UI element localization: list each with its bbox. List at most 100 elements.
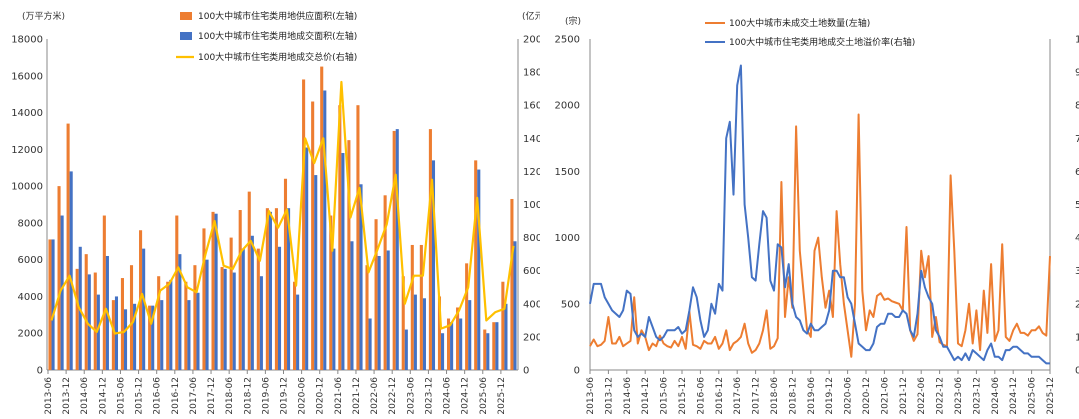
x-tick-label: 2013-12	[62, 377, 72, 415]
x-tick-label: 2018-06	[770, 377, 780, 415]
x-tick-label: 2013-12	[604, 377, 614, 415]
x-tick-label: 2017-06	[189, 377, 199, 415]
line-unsold-land-count	[589, 113, 1051, 358]
legend-label: 100大中城市住宅类用地供应面积(左轴)	[198, 10, 357, 22]
x-tick-label: 2014-06	[623, 377, 633, 415]
bar-supply-area	[356, 105, 360, 370]
y-tick-right: 60	[1075, 167, 1079, 178]
bar-transaction-area	[377, 255, 381, 370]
y-tick-right: 100	[1075, 35, 1079, 46]
bar-supply-area	[129, 265, 134, 370]
bar-supply-area	[175, 215, 179, 370]
bar-transaction-area	[314, 175, 318, 370]
bar-transaction-area	[341, 153, 345, 370]
bar-supply-area	[293, 281, 297, 370]
y-tick-left: 500	[561, 299, 580, 310]
bar-supply-area	[247, 191, 251, 370]
x-tick-label: 2013-06	[44, 377, 54, 415]
y-tick-right: 10	[1075, 332, 1079, 343]
x-tick-label: 2022-12	[936, 377, 946, 415]
bar-transaction-area	[142, 248, 146, 370]
x-tick-label: 2014-12	[98, 377, 108, 415]
bar-transaction-area	[404, 329, 408, 370]
bar-transaction-area	[386, 250, 390, 370]
bar-transaction-area	[450, 322, 454, 370]
legend-label: 100大中城市住宅类用地成交面积(左轴)	[198, 30, 357, 42]
x-tick-label: 2021-12	[352, 377, 362, 415]
y-tick-left: 0	[37, 366, 43, 377]
x-tick-label: 2019-12	[825, 377, 835, 415]
x-tick-label: 2024-12	[1009, 377, 1019, 415]
x-tick-label: 2020-12	[316, 377, 326, 415]
x-tick-label: 2017-12	[207, 377, 217, 415]
y-tick-right: 70	[1075, 134, 1079, 145]
bar-supply-area	[120, 278, 124, 370]
x-tick-label: 2025-06	[1028, 377, 1038, 415]
bar-transaction-area	[468, 300, 472, 370]
bar-supply-area	[57, 186, 61, 370]
y-tick-right: 8000	[523, 233, 540, 244]
bar-transaction-area	[151, 305, 155, 370]
bar-transaction-area	[323, 90, 327, 370]
bar-supply-area	[465, 263, 469, 370]
y-tick-left: 4000	[18, 292, 43, 303]
bar-transaction-area	[422, 298, 426, 370]
bar-supply-area	[456, 307, 460, 370]
bar-transaction-area	[395, 129, 399, 370]
y-tick-right: 0	[1075, 366, 1079, 377]
bar-transaction-area	[205, 259, 209, 370]
x-tick-label: 2021-06	[334, 377, 344, 415]
bar-transaction-area	[368, 318, 372, 370]
y-tick-right: 90	[1075, 68, 1079, 79]
x-tick-label: 2019-06	[261, 377, 271, 415]
y-unit-right: (亿元)	[522, 10, 540, 22]
bar-transaction-area	[232, 272, 236, 370]
y-unit-left: (宗)	[565, 15, 581, 27]
x-tick-label: 2013-06	[586, 377, 596, 415]
y-tick-left: 18000	[11, 35, 43, 46]
bar-supply-area	[93, 272, 97, 370]
bar-transaction-area	[87, 274, 91, 370]
bar-transaction-area	[69, 171, 73, 370]
bar-transaction-area	[96, 294, 100, 370]
bar-supply-area	[238, 210, 242, 370]
bar-transaction-area	[477, 169, 481, 370]
x-tick-label: 2023-12	[972, 377, 982, 415]
bar-supply-area	[338, 105, 342, 370]
x-tick-label: 2015-06	[660, 377, 670, 415]
bar-transaction-area	[241, 248, 245, 370]
legend-swatch	[180, 12, 192, 20]
y-tick-left: 14000	[11, 108, 43, 119]
bar-supply-area	[229, 237, 233, 370]
x-tick-label: 2022-06	[370, 377, 380, 415]
bar-transaction-area	[305, 147, 309, 370]
y-tick-left: 8000	[18, 218, 43, 229]
bar-transaction-area	[214, 213, 218, 370]
bar-supply-area	[66, 123, 70, 370]
bar-transaction-area	[60, 215, 64, 370]
bar-transaction-area	[359, 184, 363, 370]
bar-supply-area	[111, 300, 115, 370]
y-tick-right: 18000	[523, 68, 540, 79]
y-tick-right: 50	[1075, 200, 1079, 211]
x-tick-label: 2020-12	[862, 377, 872, 415]
bar-transaction-area	[51, 239, 55, 370]
y-tick-right: 0	[523, 366, 529, 377]
y-tick-right: 12000	[523, 167, 540, 178]
y-tick-left: 12000	[11, 145, 43, 156]
bar-supply-area	[501, 281, 505, 370]
bar-supply-area	[283, 178, 288, 370]
y-tick-right: 2000	[523, 332, 540, 343]
y-tick-right: 4000	[523, 299, 540, 310]
x-tick-label: 2016-12	[171, 377, 181, 415]
y-tick-left: 2000	[555, 101, 580, 112]
bar-supply-area	[437, 296, 442, 370]
bar-supply-area	[148, 305, 152, 370]
x-tick-label: 2025-12	[1046, 377, 1056, 415]
bar-supply-area	[492, 322, 496, 370]
y-tick-right: 40	[1075, 233, 1079, 244]
y-tick-right: 16000	[523, 101, 540, 112]
bar-supply-area	[302, 79, 306, 370]
x-tick-label: 2020-06	[844, 377, 854, 415]
bar-transaction-area	[495, 322, 499, 370]
